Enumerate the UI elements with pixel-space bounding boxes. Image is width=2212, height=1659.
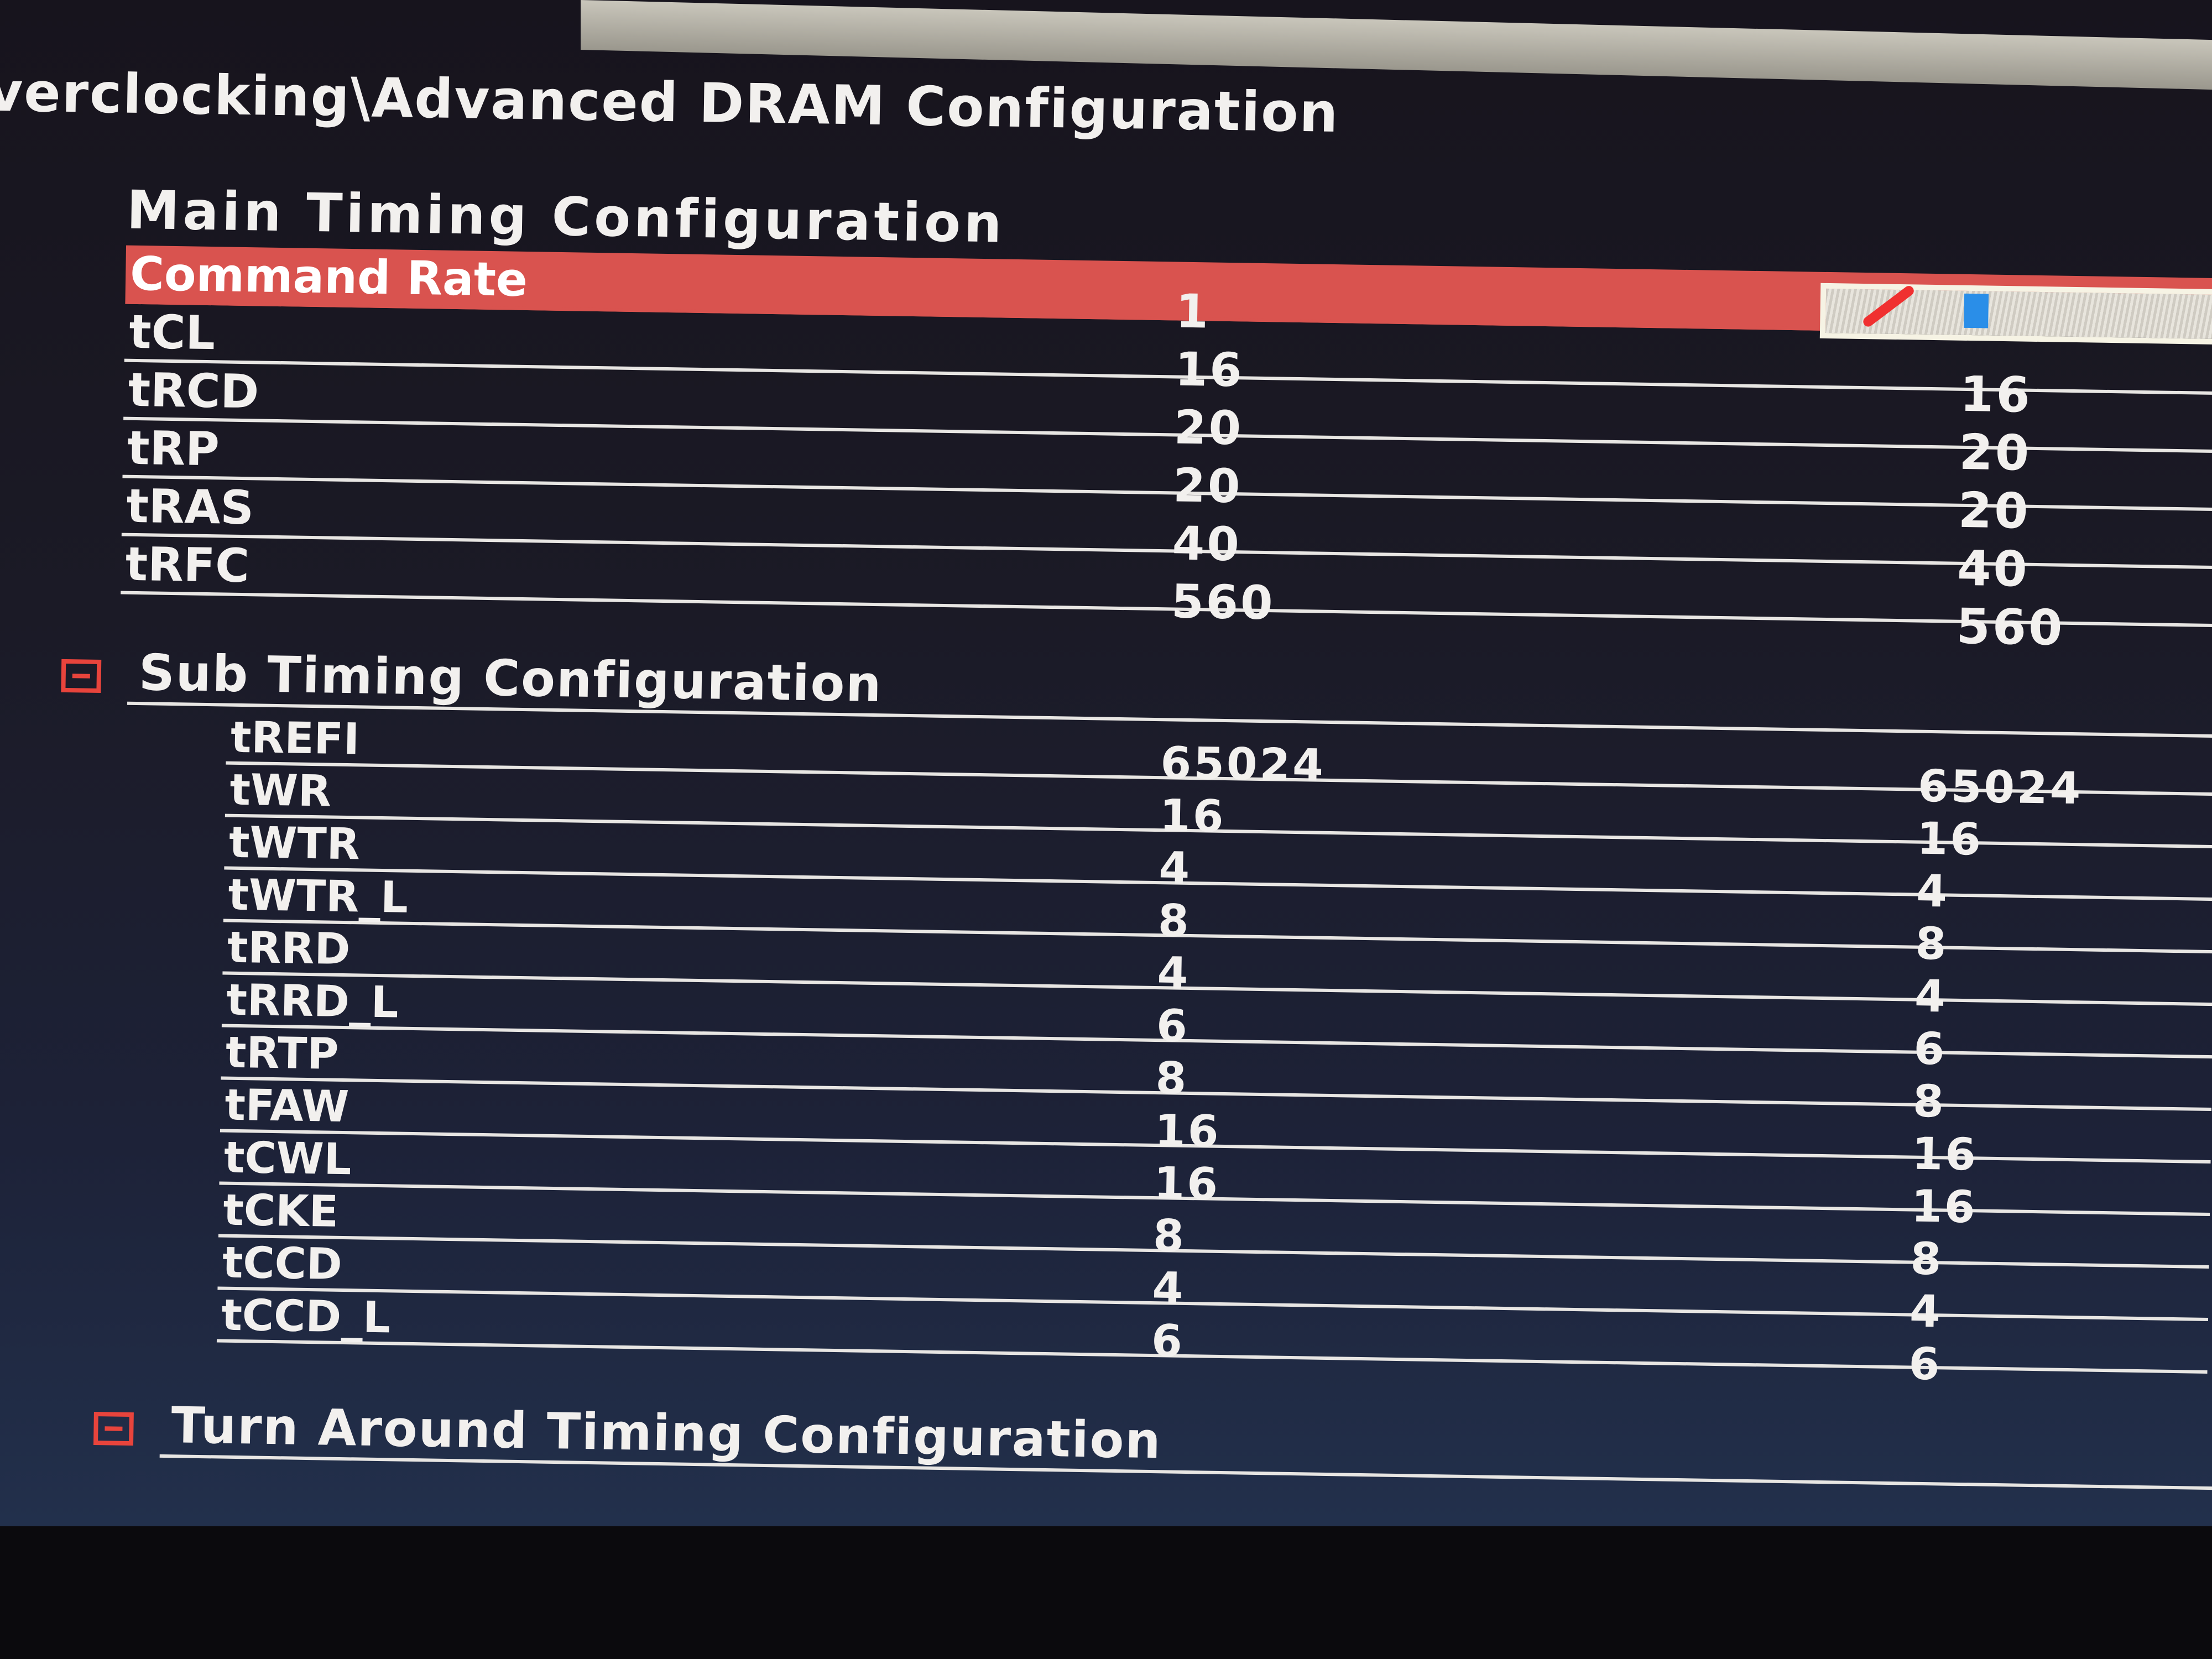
text-cursor: [1964, 293, 1989, 328]
setting-label: tRP: [127, 420, 220, 477]
bios-screen: verclocking\Advanced DRAM Configuration …: [0, 0, 2212, 1526]
sub-timing-list: tREFI 65024 65024 tWR 16 16 tWTR 4 4 tWTR_L 8 8 tRRD…: [0, 0, 2212, 1390]
setting-label: tCWL: [223, 1133, 352, 1185]
setting-label: tWTR_L: [227, 870, 409, 923]
setting-label: tCCD: [222, 1238, 343, 1290]
main-timing-list: Command Rate 1 tCL 16 16 tRCD 20 20 tRP 20 20 tRAS 4…: [0, 0, 2212, 656]
setting-label: tRFC: [125, 536, 250, 593]
setting-label: tCL: [128, 304, 216, 361]
turn-around-header[interactable]: Turn Around Timing Configuration: [159, 1396, 2212, 1491]
setting-label: tWR: [229, 765, 332, 817]
minus-box-icon[interactable]: [61, 659, 102, 693]
setting-label: tRRD_L: [226, 975, 399, 1028]
minus-box-icon[interactable]: [93, 1411, 134, 1446]
setting-label: tREFI: [230, 712, 360, 765]
setting-label: tWTR: [228, 817, 361, 870]
current-value: 560: [1955, 597, 2065, 656]
monitor-bezel: [0, 1526, 2212, 1659]
setting-label: tCCD_L: [221, 1290, 391, 1343]
main-timing-header: Main Timing Configuration: [126, 179, 1006, 255]
setting-label: tRAS: [126, 478, 254, 535]
setting-label: tRRD: [227, 922, 351, 975]
setting-label: tFAW: [224, 1080, 349, 1133]
setting-label: tRTP: [225, 1027, 340, 1079]
current-value: 6: [1908, 1338, 1943, 1390]
breadcrumb: verclocking\Advanced DRAM Configuration: [0, 60, 1340, 145]
setting-label: tRCD: [128, 362, 259, 419]
setting-label: Command Rate: [129, 246, 528, 307]
pencil-icon: [1861, 284, 1916, 329]
setting-label: tCKE: [222, 1185, 339, 1237]
setting-value[interactable]: 6: [1151, 1315, 1185, 1367]
setting-value[interactable]: 560: [1171, 574, 1276, 630]
